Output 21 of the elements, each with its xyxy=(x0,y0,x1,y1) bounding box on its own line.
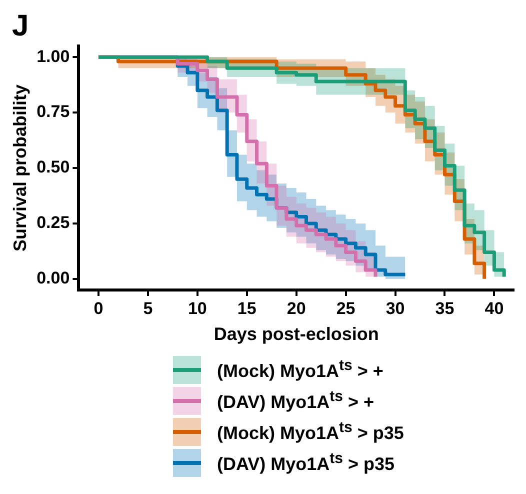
x-axis-title: Days post-eclosion xyxy=(214,324,379,344)
x-tick-label: 10 xyxy=(188,298,207,318)
x-tick-label: 5 xyxy=(143,298,153,318)
x-tick-label: 15 xyxy=(237,298,256,318)
x-tick-label: 25 xyxy=(336,298,356,318)
y-tick-label: 1.00 xyxy=(36,46,70,66)
legend-label: (DAV) Myo1A$^{ts}$ > + xyxy=(217,388,374,413)
legend-label: (Mock) Myo1A$^{ts}$ > p35 xyxy=(217,419,404,444)
x-tick-label: 20 xyxy=(286,298,306,318)
y-axis-title: Survival probability xyxy=(10,84,30,252)
y-tick-label: 0.75 xyxy=(36,102,70,122)
x-tick-label: 0 xyxy=(94,298,104,318)
x-tick-label: 30 xyxy=(386,298,405,318)
text: J xyxy=(12,9,29,42)
y-tick-label: 0.25 xyxy=(36,213,70,232)
legend-label: (DAV) Myo1A$^{ts}$ > p35 xyxy=(217,450,395,475)
x-tick-label: 35 xyxy=(435,298,454,318)
y-tick-label: 0.00 xyxy=(36,268,70,288)
legend-label: (Mock) Myo1A$^{ts}$ > + xyxy=(217,357,384,382)
y-tick-label: 0.50 xyxy=(36,158,70,177)
x-tick-label: 40 xyxy=(484,298,504,318)
